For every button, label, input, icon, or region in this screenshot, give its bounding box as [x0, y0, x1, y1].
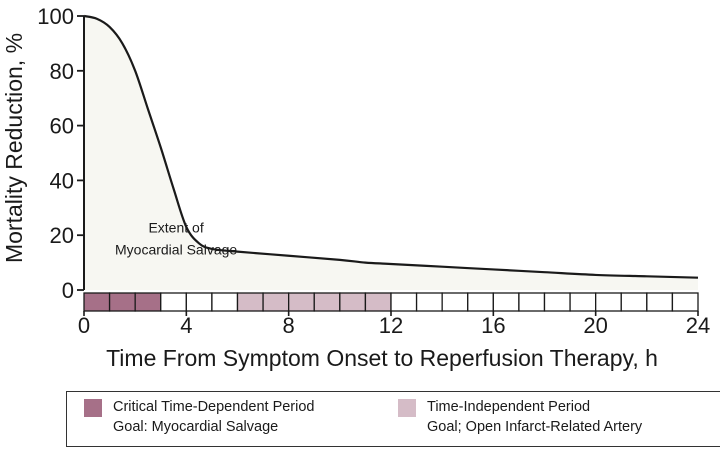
- legend-text-critical: Critical Time-Dependent Period Goal: Myo…: [113, 397, 314, 437]
- x-tick-label: 4: [180, 313, 192, 338]
- timeline-cell: [518, 292, 546, 312]
- legend-swatch-independent: [398, 399, 416, 417]
- timeline-cell: [313, 292, 341, 312]
- time-period-timeline: [83, 292, 699, 312]
- legend: Critical Time-Dependent Period Goal: Myo…: [66, 391, 720, 447]
- y-tick-label: 100: [37, 4, 74, 29]
- timeline-cell: [83, 292, 111, 312]
- legend-critical-line1: Critical Time-Dependent Period: [113, 399, 315, 415]
- timeline-cell: [339, 292, 367, 312]
- timeline-cell: [364, 292, 392, 312]
- timeline-cell: [492, 292, 520, 312]
- timeline-cell: [390, 292, 418, 312]
- x-tick-label: 8: [283, 313, 295, 338]
- y-axis-ticks: 0 20 40 60 80 100: [37, 4, 84, 303]
- x-tick-label: 24: [686, 313, 710, 338]
- annotation-text: Myocardial Salvage: [115, 241, 237, 257]
- y-tick-label: 40: [50, 168, 74, 193]
- y-tick-label: 80: [50, 59, 74, 84]
- timeline-cell: [646, 292, 674, 312]
- timeline-cell: [620, 292, 648, 312]
- timeline-cell: [467, 292, 494, 312]
- timeline-cell: [211, 292, 239, 312]
- annotation-text: Extent of: [148, 219, 203, 235]
- legend-critical-line2: Goal: Myocardial Salvage: [113, 419, 279, 435]
- legend-text-independent: Time-Independent Period Goal; Open Infar…: [427, 397, 642, 437]
- timeline-cell: [288, 292, 315, 312]
- timeline-cell: [671, 292, 699, 312]
- y-tick-label: 0: [62, 278, 74, 303]
- legend-item-critical: Critical Time-Dependent Period Goal: Myo…: [84, 397, 314, 437]
- x-tick-label: 20: [583, 313, 607, 338]
- legend-item-independent: Time-Independent Period Goal; Open Infar…: [398, 397, 642, 437]
- y-tick-label: 60: [50, 114, 74, 139]
- timeline-cell: [441, 292, 469, 312]
- x-tick-label: 0: [78, 313, 90, 338]
- timeline-cell: [185, 292, 213, 312]
- mortality-curve: [83, 14, 699, 279]
- timeline-cell: [160, 292, 187, 312]
- x-axis-ticks: 0 4 8 12 16 20 24: [78, 311, 710, 338]
- x-axis-label: Time From Symptom Onset to Reperfusion T…: [106, 345, 658, 371]
- timeline-cell: [108, 292, 136, 312]
- timeline-cell: [569, 292, 597, 312]
- legend-independent-line2: Goal; Open Infarct-Related Artery: [427, 419, 643, 435]
- timeline-cell: [543, 292, 571, 312]
- timeline-cell: [595, 292, 622, 312]
- salvage-area: [84, 16, 698, 290]
- timeline-cell: [415, 292, 443, 312]
- legend-independent-line1: Time-Independent Period: [427, 399, 591, 415]
- legend-swatch-critical: [84, 399, 102, 417]
- timeline-cell: [262, 292, 290, 312]
- annotations: Extent of Myocardial Salvage: [115, 219, 237, 257]
- y-axis-label: Mortality Reduction, %: [1, 33, 27, 263]
- x-tick-label: 16: [481, 313, 505, 338]
- y-tick-label: 20: [50, 223, 74, 248]
- timeline-cell: [134, 292, 162, 312]
- x-tick-label: 12: [379, 313, 403, 338]
- timeline-cell: [236, 292, 264, 312]
